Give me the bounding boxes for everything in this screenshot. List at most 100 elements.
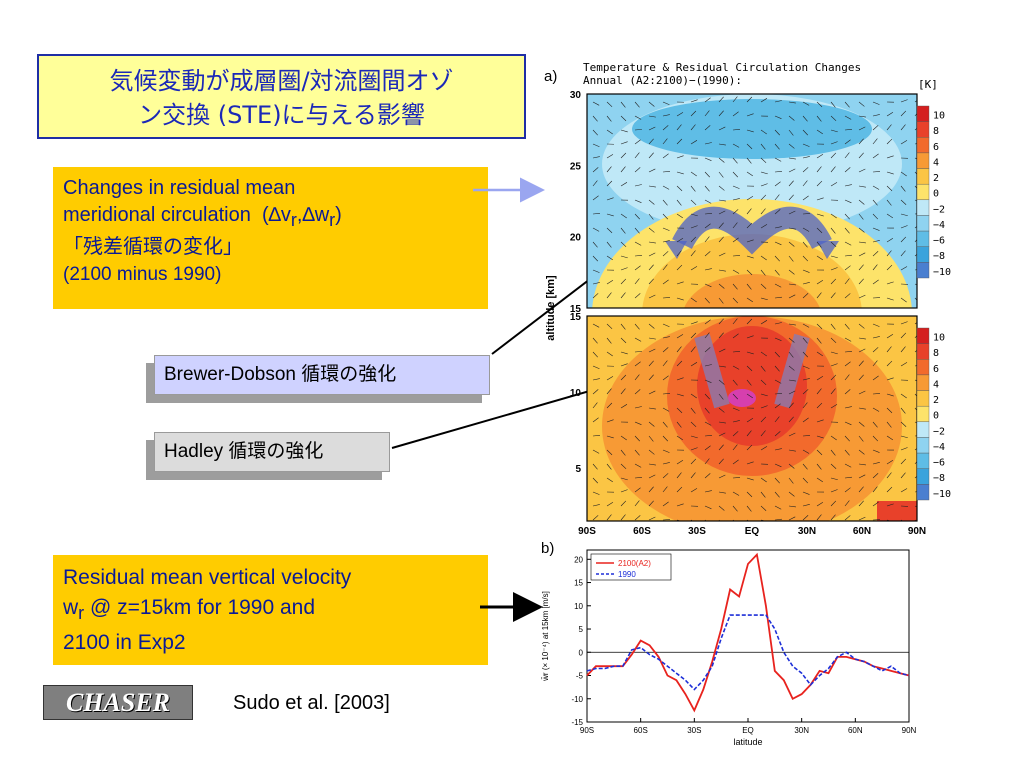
colorbar-label: −4	[933, 220, 945, 231]
colorbar-swatch	[916, 215, 930, 232]
colorbar-label: 8	[933, 126, 939, 137]
citation: Sudo et al. [2003]	[233, 692, 390, 714]
colorbar-swatch	[916, 484, 930, 501]
colorbar-swatch	[916, 230, 930, 247]
lower-panel	[587, 316, 917, 521]
colorbar-swatch	[916, 452, 930, 469]
colorbar-swatch	[916, 121, 930, 138]
upper-warm-deep	[684, 274, 820, 308]
title-box: 気候変動が成層圏/対流圏間オゾ ン交換 (STE)に与える影響	[37, 54, 526, 139]
colorbar-swatch	[916, 359, 930, 376]
figure-b-letter: b)	[541, 540, 555, 557]
hadley-label: Hadley 循環の強化	[154, 432, 390, 472]
legend-label: 1990	[618, 570, 636, 579]
y-tick-label: 15	[574, 579, 583, 588]
circulation-changes-box: Changes in residual mean meridional circ…	[53, 167, 488, 309]
colorbar-swatch	[916, 246, 930, 263]
changes-line-2: meridional circulation (∆vr,∆wr)	[63, 204, 342, 230]
colorbar-swatch	[916, 421, 930, 438]
figure-a-letter: a)	[544, 68, 558, 85]
y-tick-label: 0	[579, 648, 584, 657]
colorbar-label: 2	[933, 395, 939, 406]
chaser-logo: CHASER	[43, 685, 193, 720]
y-tick-label: 10	[574, 602, 583, 611]
y-axis-label: w̄r (× 10⁻⁴) at 15km [m/s]	[541, 591, 550, 682]
brewer-dobson-arrow	[672, 206, 832, 255]
residual-line-3: 2100 in Exp2	[63, 631, 186, 655]
colorbar-label: −6	[933, 236, 945, 247]
upper-y-tick: 20	[570, 233, 582, 244]
x-tick-label: 90S	[580, 726, 594, 735]
colorbar-label: −2	[933, 426, 945, 437]
colorbar-swatch	[916, 405, 930, 423]
changes-line-4: (2100 minus 1990)	[63, 264, 222, 285]
hadley-arrows	[694, 333, 810, 409]
colorbar-label: −6	[933, 458, 945, 469]
colorbar-label: 10	[933, 111, 945, 122]
colorbar-label: 6	[933, 142, 939, 153]
x-tick-label: 90N	[902, 726, 917, 735]
lower-y-tick: 10	[570, 388, 582, 399]
x-tick-label: 60N	[848, 726, 863, 735]
figure-a-title: Temperature & Residual Circulation Chang…	[583, 61, 862, 87]
colorbar-label: 8	[933, 348, 939, 359]
figure-a-y-axis-label: altitude [km]	[545, 275, 557, 341]
figure-a-x-tick: 90N	[908, 526, 926, 537]
figure-a-x-tick: 30S	[688, 526, 706, 537]
figure-a-x-tick: 60N	[853, 526, 871, 537]
lower-corner-warm	[877, 501, 917, 521]
colorbar-label: 2	[933, 173, 939, 184]
y-tick-label: -5	[576, 672, 584, 681]
lower-warm-deep	[697, 326, 807, 446]
title-line-1: 気候変動が成層圏/対流圏間オゾ	[109, 67, 454, 95]
lower-y-tick: 15	[570, 312, 582, 323]
brewer-dobson-label: Brewer-Dobson 循環の強化	[154, 355, 490, 395]
y-tick-label: -15	[571, 718, 583, 727]
figure-a-x-tick: EQ	[745, 526, 760, 537]
colorbar-label: −4	[933, 442, 945, 453]
colorbar-swatch	[916, 199, 930, 216]
colorbar-label: 0	[933, 189, 939, 200]
figure-a-x-tick: 30N	[798, 526, 816, 537]
colorbar-label: −8	[933, 473, 945, 484]
colorbar-label: 10	[933, 333, 945, 344]
colorbar-label: −2	[933, 204, 945, 215]
chart-legend: 2100(A2) 1990	[590, 553, 672, 581]
y-tick-label: 20	[574, 555, 583, 564]
y-tick-label: 5	[579, 625, 584, 634]
colorbar-label: −8	[933, 251, 945, 262]
upper-y-tick: 30	[570, 90, 582, 101]
colorbar-label: 4	[933, 379, 939, 390]
x-axis-label: latitude	[733, 737, 762, 747]
upper-warm-orange	[642, 234, 862, 308]
legend-label: 2100(A2)	[618, 559, 651, 568]
brewer-dobson-arrowheads	[665, 241, 839, 259]
y-tick-label: -10	[571, 695, 583, 704]
upper-y-tick: 15	[570, 304, 582, 315]
colorbar-swatch	[916, 105, 930, 122]
residual-velocity-box: Residual mean vertical velocity wr @ z=1…	[53, 555, 488, 665]
figure-a-unit: [K]	[918, 78, 938, 91]
colorbar-swatch	[916, 327, 930, 344]
colorbar-label: 0	[933, 411, 939, 422]
upper-panel	[587, 94, 917, 308]
residual-line-2: wr @ z=15km for 1990 and	[63, 596, 316, 624]
x-tick-label: 30S	[687, 726, 701, 735]
x-tick-label: 30N	[794, 726, 809, 735]
x-tick-label: EQ	[742, 726, 754, 735]
figure-a-x-tick: 90S	[578, 526, 596, 537]
colorbar-swatch	[916, 168, 930, 185]
upper-cool-mid	[632, 99, 872, 159]
lower-hotspot	[728, 389, 756, 407]
changes-line-3: 「残差循環の変化」	[63, 236, 243, 258]
colorbar-swatch	[916, 137, 930, 154]
title-line-2: ン交換 (STE)に与える影響	[138, 101, 425, 129]
colorbar-swatch	[916, 183, 930, 201]
legend-box	[590, 553, 672, 581]
changes-line-1: Changes in residual mean	[63, 177, 296, 199]
upper-y-tick: 25	[570, 161, 582, 172]
colorbar-swatch	[916, 262, 930, 279]
series-line-1990	[586, 614, 910, 691]
